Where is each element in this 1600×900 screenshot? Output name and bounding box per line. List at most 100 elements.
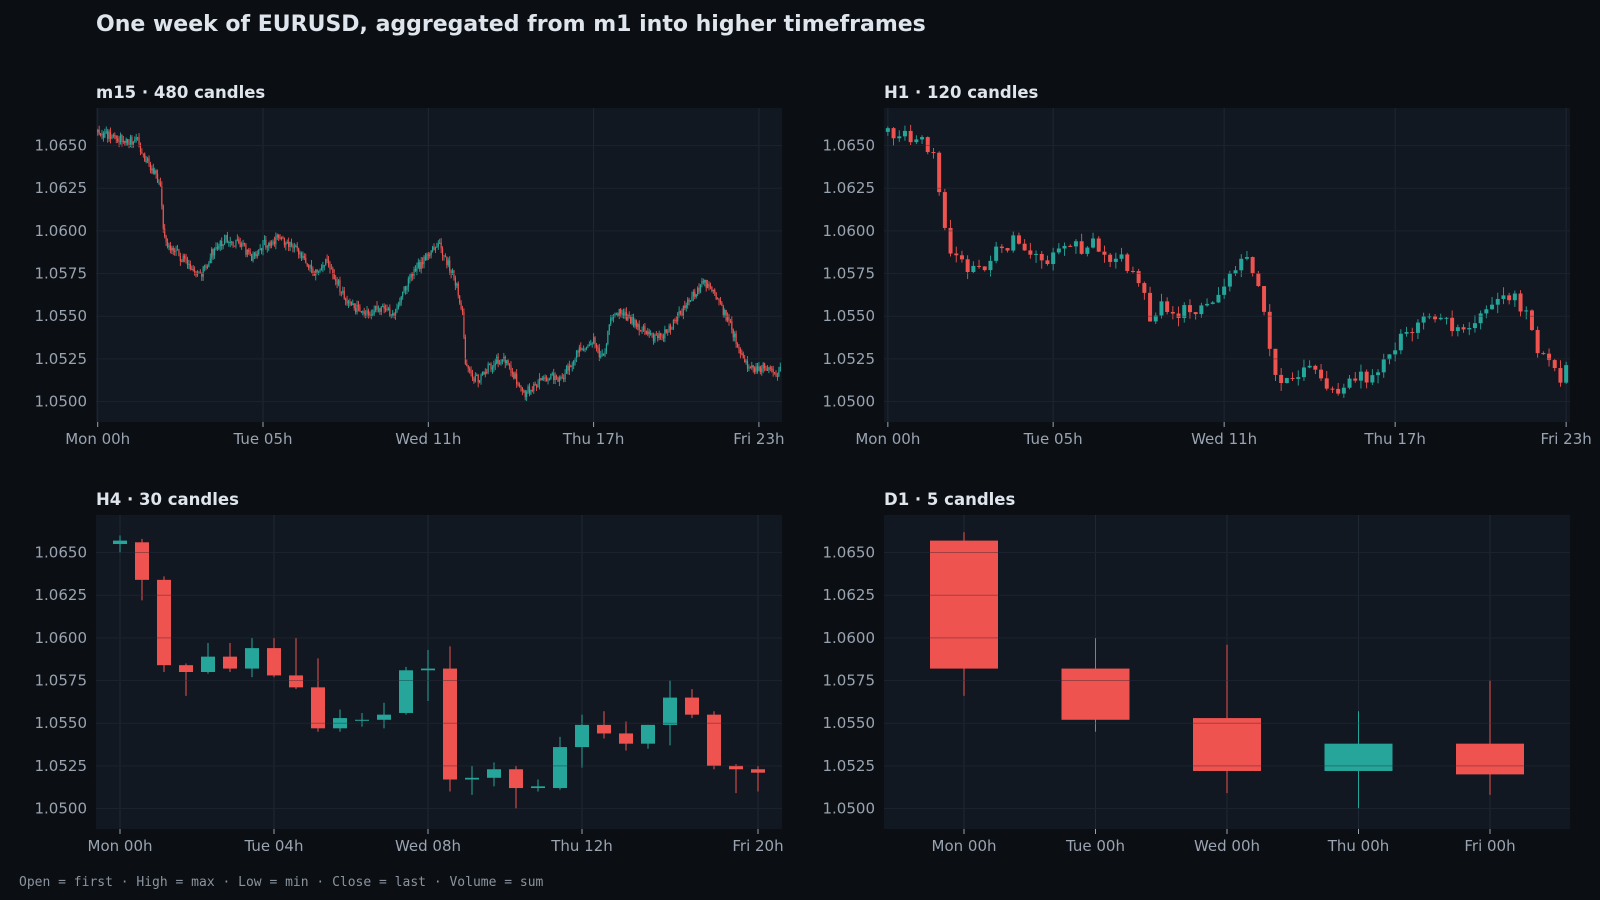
candle-body xyxy=(311,687,325,729)
candle-body xyxy=(1085,247,1090,254)
candle-body xyxy=(447,260,449,266)
candle-body xyxy=(731,321,733,330)
candle-body xyxy=(1558,368,1563,383)
candle-body xyxy=(396,308,398,312)
candle-body xyxy=(373,310,375,315)
candle-body xyxy=(513,372,515,379)
candle-body xyxy=(115,135,117,139)
candle-body xyxy=(382,306,384,308)
candle-body xyxy=(1039,253,1044,261)
candle-body xyxy=(471,373,474,379)
candle-body xyxy=(668,325,670,332)
candle-body xyxy=(661,335,663,337)
candle-body xyxy=(446,256,448,266)
candle-body xyxy=(1034,253,1039,255)
candle-body xyxy=(604,351,606,356)
candle-body xyxy=(642,326,645,331)
candle-body xyxy=(313,273,315,276)
y-tick-label: 1.0625 xyxy=(823,586,876,604)
candle-body xyxy=(323,265,325,267)
candle-body xyxy=(325,259,327,266)
candle-body xyxy=(1062,245,1067,249)
candle-body xyxy=(573,360,575,366)
candle-body xyxy=(308,265,310,268)
candle-body xyxy=(667,331,669,333)
candle-body xyxy=(427,254,429,256)
candle-body xyxy=(105,131,107,133)
candle-body xyxy=(1102,251,1107,255)
candle-body xyxy=(138,137,140,144)
candle-body xyxy=(469,368,471,371)
candle-body xyxy=(776,375,779,377)
candle-body xyxy=(434,247,437,250)
candle-body xyxy=(387,308,390,310)
candle-body xyxy=(298,248,300,255)
candle-body xyxy=(148,158,150,165)
candle-body xyxy=(389,308,391,317)
candle-body xyxy=(640,330,642,332)
candle-body xyxy=(615,313,618,315)
candle-body xyxy=(409,277,411,279)
candle-body xyxy=(954,253,959,256)
candle-body xyxy=(587,346,589,348)
candle-body xyxy=(305,257,307,264)
candle-body xyxy=(565,365,568,374)
candle-body xyxy=(329,264,331,270)
candle-body xyxy=(511,372,513,374)
candle-body xyxy=(178,249,180,256)
candle-body xyxy=(669,325,672,330)
candle-body xyxy=(235,239,237,247)
candle-body xyxy=(600,355,602,358)
candle-body xyxy=(659,333,662,336)
candle-body xyxy=(1330,388,1335,390)
candle-body xyxy=(293,246,295,248)
candle-body xyxy=(543,378,545,380)
candle-body xyxy=(262,240,264,251)
candle-body xyxy=(584,348,586,350)
candle-body xyxy=(647,331,649,335)
candle-body xyxy=(550,373,552,379)
candle-body xyxy=(738,346,740,350)
candle-body xyxy=(353,303,355,309)
candle-body xyxy=(561,377,563,379)
candle-body xyxy=(1547,353,1552,361)
candle-body xyxy=(965,259,970,273)
candle-body xyxy=(315,269,317,276)
candle-body xyxy=(697,287,699,295)
candle-body xyxy=(1182,305,1187,318)
candle-body xyxy=(578,347,580,353)
candle-body xyxy=(564,373,566,380)
candle-body xyxy=(531,786,545,789)
candle-body xyxy=(273,241,276,245)
candle-body xyxy=(238,239,240,243)
candle-body xyxy=(581,349,583,351)
candle-body xyxy=(99,133,102,136)
candle-body xyxy=(1159,301,1164,316)
footer-note: Open = first · High = max · Low = min · … xyxy=(19,875,544,890)
candle-body xyxy=(1461,327,1466,330)
candle-body xyxy=(423,256,425,265)
candle-body xyxy=(1170,311,1175,314)
candle-body xyxy=(689,300,692,302)
candle-body xyxy=(132,141,134,145)
candle-body xyxy=(930,540,998,669)
candle-body xyxy=(1324,378,1329,389)
x-tick-label: Tue 05h xyxy=(1023,430,1083,448)
candle-body xyxy=(333,718,347,729)
candle-body xyxy=(436,246,438,248)
candle-body xyxy=(319,269,321,272)
candle-body xyxy=(135,542,149,580)
candle-body xyxy=(1187,305,1192,313)
y-tick-label: 1.0525 xyxy=(35,350,88,368)
x-tick-label: Thu 17h xyxy=(562,430,625,448)
candle-body xyxy=(1456,743,1524,775)
y-tick-label: 1.0500 xyxy=(35,393,88,411)
candle-body xyxy=(695,294,697,297)
candle-body xyxy=(707,284,709,289)
candle-body xyxy=(349,301,351,303)
candle-body xyxy=(698,287,700,292)
candle-body xyxy=(607,330,609,344)
candle-body xyxy=(268,242,270,247)
candle-body xyxy=(179,255,181,262)
candle-body xyxy=(259,248,261,251)
